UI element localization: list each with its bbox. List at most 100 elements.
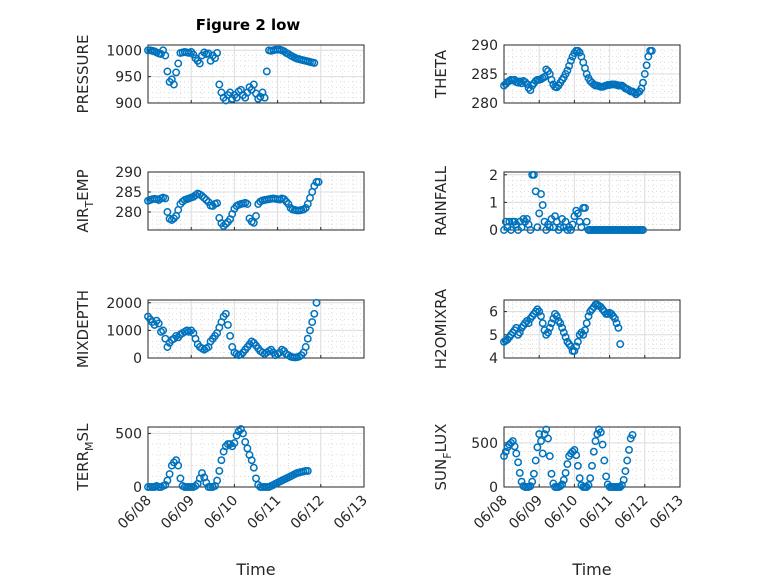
y-tick-label: 500 <box>471 436 498 452</box>
y-axis-label: H2OMIXRA <box>432 288 450 369</box>
data-point <box>582 217 591 226</box>
data-point <box>284 200 293 208</box>
data-point <box>310 309 319 318</box>
y-tick-label: 500 <box>115 426 142 442</box>
x-axis-label: Time <box>235 560 275 579</box>
y-axis-label-tail: LUX <box>432 424 450 453</box>
data-point <box>501 447 510 456</box>
data-point <box>588 461 596 470</box>
data-point <box>558 480 567 489</box>
data-point <box>563 66 572 75</box>
data-point <box>577 223 586 232</box>
data-point <box>512 449 521 458</box>
data-point <box>589 447 598 456</box>
data-point <box>500 452 508 461</box>
data-point <box>596 428 605 437</box>
y-axis-label: THETA <box>432 49 450 99</box>
data-point <box>642 61 651 70</box>
y-tick-label: 950 <box>115 70 142 86</box>
data-point <box>563 460 572 469</box>
data-point <box>556 223 565 232</box>
data-point <box>579 330 588 339</box>
data-point <box>314 178 323 186</box>
data-point <box>544 434 552 443</box>
data-point <box>614 323 623 332</box>
data-point <box>191 481 200 490</box>
data-point <box>547 319 556 328</box>
y-tick-label: 0 <box>133 351 142 367</box>
data-point <box>249 80 258 89</box>
data-point <box>514 458 523 467</box>
data-point <box>619 475 628 484</box>
y-tick-label: 290 <box>471 38 498 54</box>
data-point <box>215 466 224 475</box>
x-axis-label: Time <box>571 560 611 579</box>
data-point <box>630 88 639 97</box>
x-tick-label: 06/11 <box>245 493 285 533</box>
data-point <box>556 482 565 491</box>
data-point <box>542 425 551 434</box>
data-point <box>247 456 256 465</box>
y-tick-label: 4 <box>489 351 498 367</box>
y-tick-label: 285 <box>115 185 142 201</box>
data-point <box>561 468 570 477</box>
data-point <box>169 80 178 89</box>
y-tick-label: 2 <box>489 168 498 184</box>
data-point <box>537 437 545 446</box>
y-axis-label: RAINFALL <box>432 165 450 236</box>
data-point <box>545 223 554 232</box>
data-point <box>236 350 245 359</box>
data-point <box>559 328 568 337</box>
data-point <box>249 463 258 472</box>
data-point <box>639 226 647 234</box>
x-tick-label: 06/13 <box>331 493 371 533</box>
data-point <box>544 328 552 337</box>
data-point <box>234 427 243 436</box>
data-point <box>545 452 554 461</box>
data-point <box>616 483 625 491</box>
data-point <box>217 456 226 465</box>
data-point <box>505 217 514 226</box>
data-point <box>537 190 545 199</box>
y-axis-label-subscript: M <box>83 441 96 451</box>
data-point <box>529 469 538 478</box>
data-point <box>174 59 183 68</box>
data-point <box>198 469 206 478</box>
x-tick-label: 06/09 <box>158 493 198 533</box>
data-point <box>226 440 235 449</box>
data-point <box>310 182 319 190</box>
y-axis-label-tail: SL <box>74 423 92 442</box>
x-tick-label: 06/10 <box>541 493 581 533</box>
data-point <box>561 333 570 342</box>
data-point <box>515 77 524 86</box>
data-point <box>616 340 625 349</box>
y-axis-label: MIXDEPTH <box>74 290 92 368</box>
data-point <box>243 200 252 208</box>
data-point <box>303 334 312 343</box>
data-point <box>252 474 260 483</box>
data-point <box>573 461 582 470</box>
y-tick-label: 285 <box>471 67 498 83</box>
data-point <box>301 343 310 351</box>
data-point <box>176 474 185 483</box>
y-axis-label-main: SUN <box>432 459 450 491</box>
data-point <box>584 312 593 321</box>
figure-title: Figure 2 low <box>196 16 301 34</box>
subplot-terr-msl: 0 500 06/08 06/09 06/10 06/11 06/12 06/13 TERRMS… <box>74 423 371 579</box>
y-tick-label: 900 <box>115 96 142 112</box>
y-tick-label: 0 <box>489 223 498 239</box>
data-point <box>526 226 535 234</box>
y-axis-label-main: TERR <box>74 451 92 492</box>
data-point <box>575 474 584 483</box>
axes-frame <box>503 299 681 359</box>
data-point <box>591 437 600 446</box>
data-point <box>219 222 228 230</box>
axes-frame <box>147 44 365 104</box>
data-point <box>310 58 319 67</box>
data-point <box>515 468 524 477</box>
subplot-pressure: 900 950 1000 PRESSURE <box>74 35 365 113</box>
data-point <box>215 80 224 89</box>
y-tick-label: 0 <box>489 480 498 496</box>
y-axis-label-main: H2OMIXRA <box>432 288 450 369</box>
